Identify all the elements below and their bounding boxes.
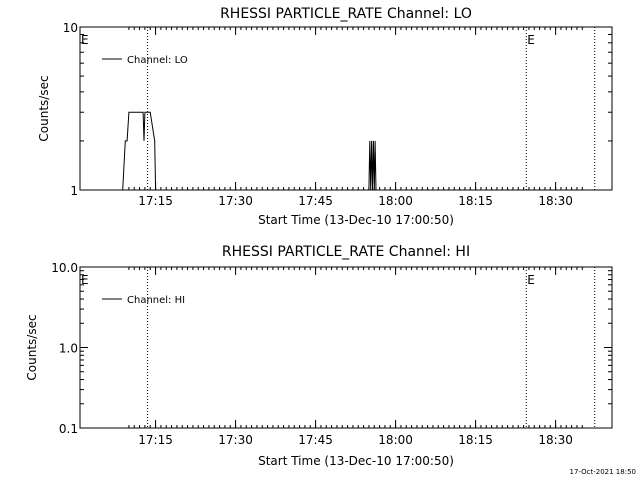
footer-timestamp: 17-Oct-2021 18:50 <box>570 468 636 476</box>
event-marker-label: E <box>527 33 535 47</box>
series-line <box>122 111 377 191</box>
y-axis-label: Counts/sec <box>37 75 51 141</box>
x-tick-label: 18:30 <box>538 433 573 447</box>
x-tick-label: 17:45 <box>298 433 333 447</box>
y-tick-label: 0.1 <box>59 422 78 436</box>
legend-entry: Channel: LO <box>127 55 188 66</box>
y-tick-label: 10.0 <box>51 261 78 275</box>
plot-frame <box>79 26 613 191</box>
event-marker-label: E <box>81 273 89 287</box>
x-tick-label: 18:00 <box>378 433 413 447</box>
legend-entry: Channel: HI <box>127 295 185 306</box>
x-tick-label: 17:15 <box>138 194 173 208</box>
x-tick-label: 18:15 <box>458 433 493 447</box>
chart-panel-lo: RHESSI PARTICLE_RATE Channel: LO Start Ti… <box>37 6 613 227</box>
x-tick-label: 18:30 <box>538 194 573 208</box>
y-axis-label: Counts/sec <box>25 314 39 380</box>
x-axis-label: Start Time (13-Dec-10 17:00:50) <box>258 454 454 468</box>
x-tick-label: 17:30 <box>218 433 253 447</box>
x-tick-label: 17:30 <box>218 194 253 208</box>
chart-title: RHESSI PARTICLE_RATE Channel: LO <box>220 6 472 22</box>
event-marker-label: E <box>527 273 535 287</box>
y-tick-label: 10 <box>63 21 78 35</box>
x-tick-label: 18:15 <box>458 194 493 208</box>
x-tick-label: 17:15 <box>138 433 173 447</box>
event-marker-label: E <box>81 33 89 47</box>
x-tick-label: 18:00 <box>378 194 413 208</box>
plot-frame <box>79 266 613 429</box>
chart-panel-hi: RHESSI PARTICLE_RATE Channel: HI Start Ti… <box>25 244 613 468</box>
chart-title: RHESSI PARTICLE_RATE Channel: HI <box>222 244 470 260</box>
x-axis-label: Start Time (13-Dec-10 17:00:50) <box>258 213 454 227</box>
x-tick-label: 17:45 <box>298 194 333 208</box>
y-tick-label: 1 <box>70 184 78 198</box>
y-tick-label: 1.0 <box>59 342 78 356</box>
